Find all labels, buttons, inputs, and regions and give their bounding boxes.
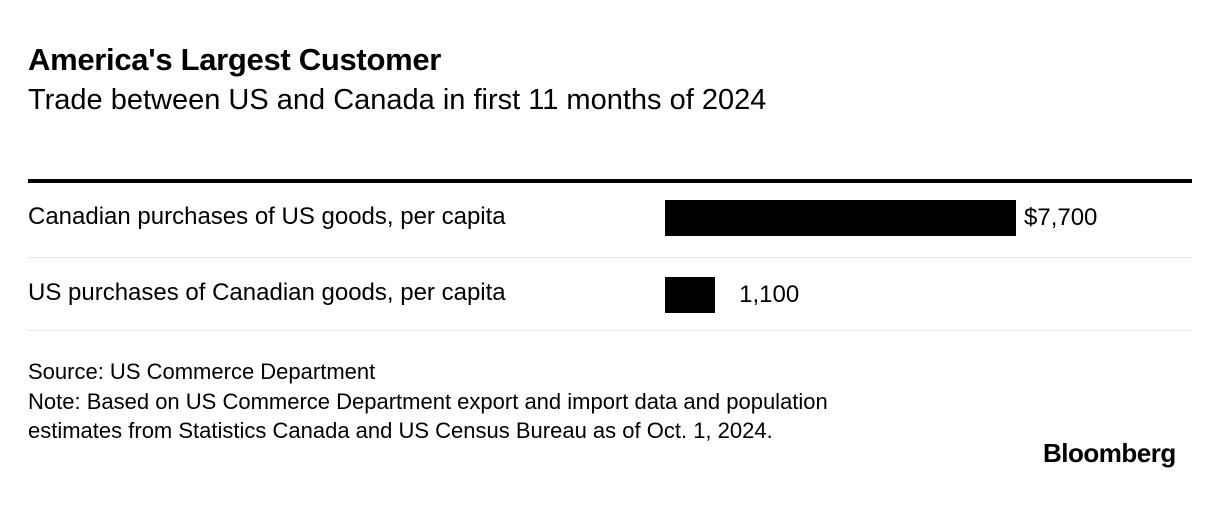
chart-title: America's Largest Customer [28,42,442,77]
bloomberg-logo: Bloomberg [1043,438,1176,468]
value-label: $7,700 [1024,204,1098,231]
row-divider [28,257,1192,258]
category-label: Canadian purchases of US goods, per capi… [28,203,506,230]
bar [665,277,716,313]
chart-subtitle: Trade between US and Canada in first 11 … [28,84,767,116]
top-rule [28,179,1192,183]
category-label: US purchases of Canadian goods, per capi… [28,279,506,306]
footer: Source: US Commerce Department Note: Bas… [28,357,928,446]
value-label: 1,100 [739,281,800,308]
methodology-note: Note: Based on US Commerce Department ex… [28,388,828,444]
bar [665,200,1016,236]
source-note: Source: US Commerce Department [28,359,376,384]
row-divider [28,330,1192,331]
